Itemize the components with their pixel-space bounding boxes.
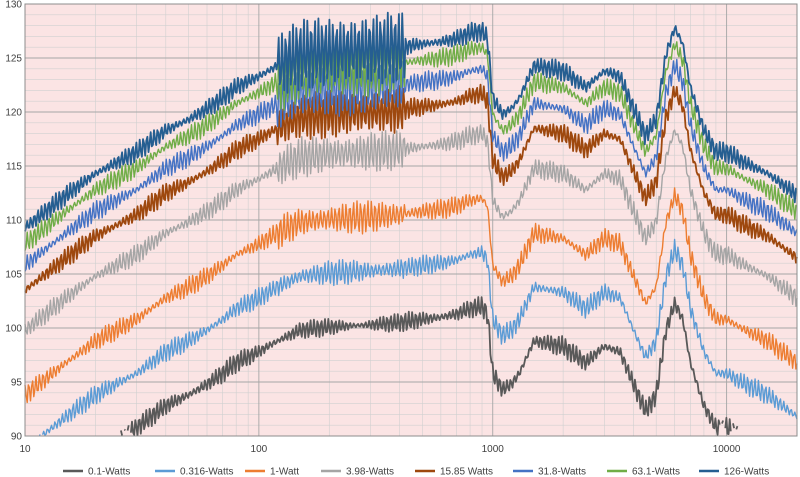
legend-label: 15.85 Watts — [440, 467, 493, 477]
legend-label: 3.98-Watts — [346, 467, 394, 477]
y-tick-label: 95 — [11, 378, 23, 389]
legend-label: 0.316-Watts — [180, 467, 234, 477]
y-tick-label: 110 — [6, 216, 22, 227]
legend-label: 126-Watts — [724, 467, 769, 477]
legend: 0.1-Watts 0.316-Watts 1-Watt 3.98-Watts 15.8… — [63, 467, 769, 477]
x-tick-label: 100 — [251, 444, 268, 455]
series-line — [24, 187, 798, 404]
series-line — [24, 124, 798, 335]
x-tick-label: 1000 — [482, 444, 505, 455]
y-axis-ticks: 90 95 100 105 110 115 120 125 130 — [5, 0, 22, 443]
series-line — [24, 11, 798, 232]
y-tick-label: 115 — [6, 162, 22, 173]
legend-label: 1-Watt — [270, 467, 299, 477]
x-tick-label: 10000 — [713, 444, 741, 455]
series-layer — [24, 11, 798, 436]
series-line — [24, 33, 798, 251]
y-tick-label: 125 — [5, 54, 22, 65]
legend-label: 63.1-Watts — [632, 467, 680, 477]
legend-label: 0.1-Watts — [88, 467, 130, 477]
legend-label: 31.8-Watts — [538, 467, 586, 477]
y-tick-label: 130 — [5, 0, 22, 11]
series-line — [24, 83, 798, 294]
y-tick-label: 105 — [5, 270, 22, 281]
y-tick-label: 120 — [5, 108, 22, 119]
y-tick-label: 90 — [11, 432, 23, 443]
y-tick-label: 100 — [5, 324, 22, 335]
series-line — [39, 238, 798, 436]
x-axis-ticks: 10 100 1000 10000 — [19, 444, 741, 455]
x-tick-label: 10 — [19, 444, 31, 455]
plot-border — [24, 3, 798, 437]
series-line — [24, 58, 798, 272]
